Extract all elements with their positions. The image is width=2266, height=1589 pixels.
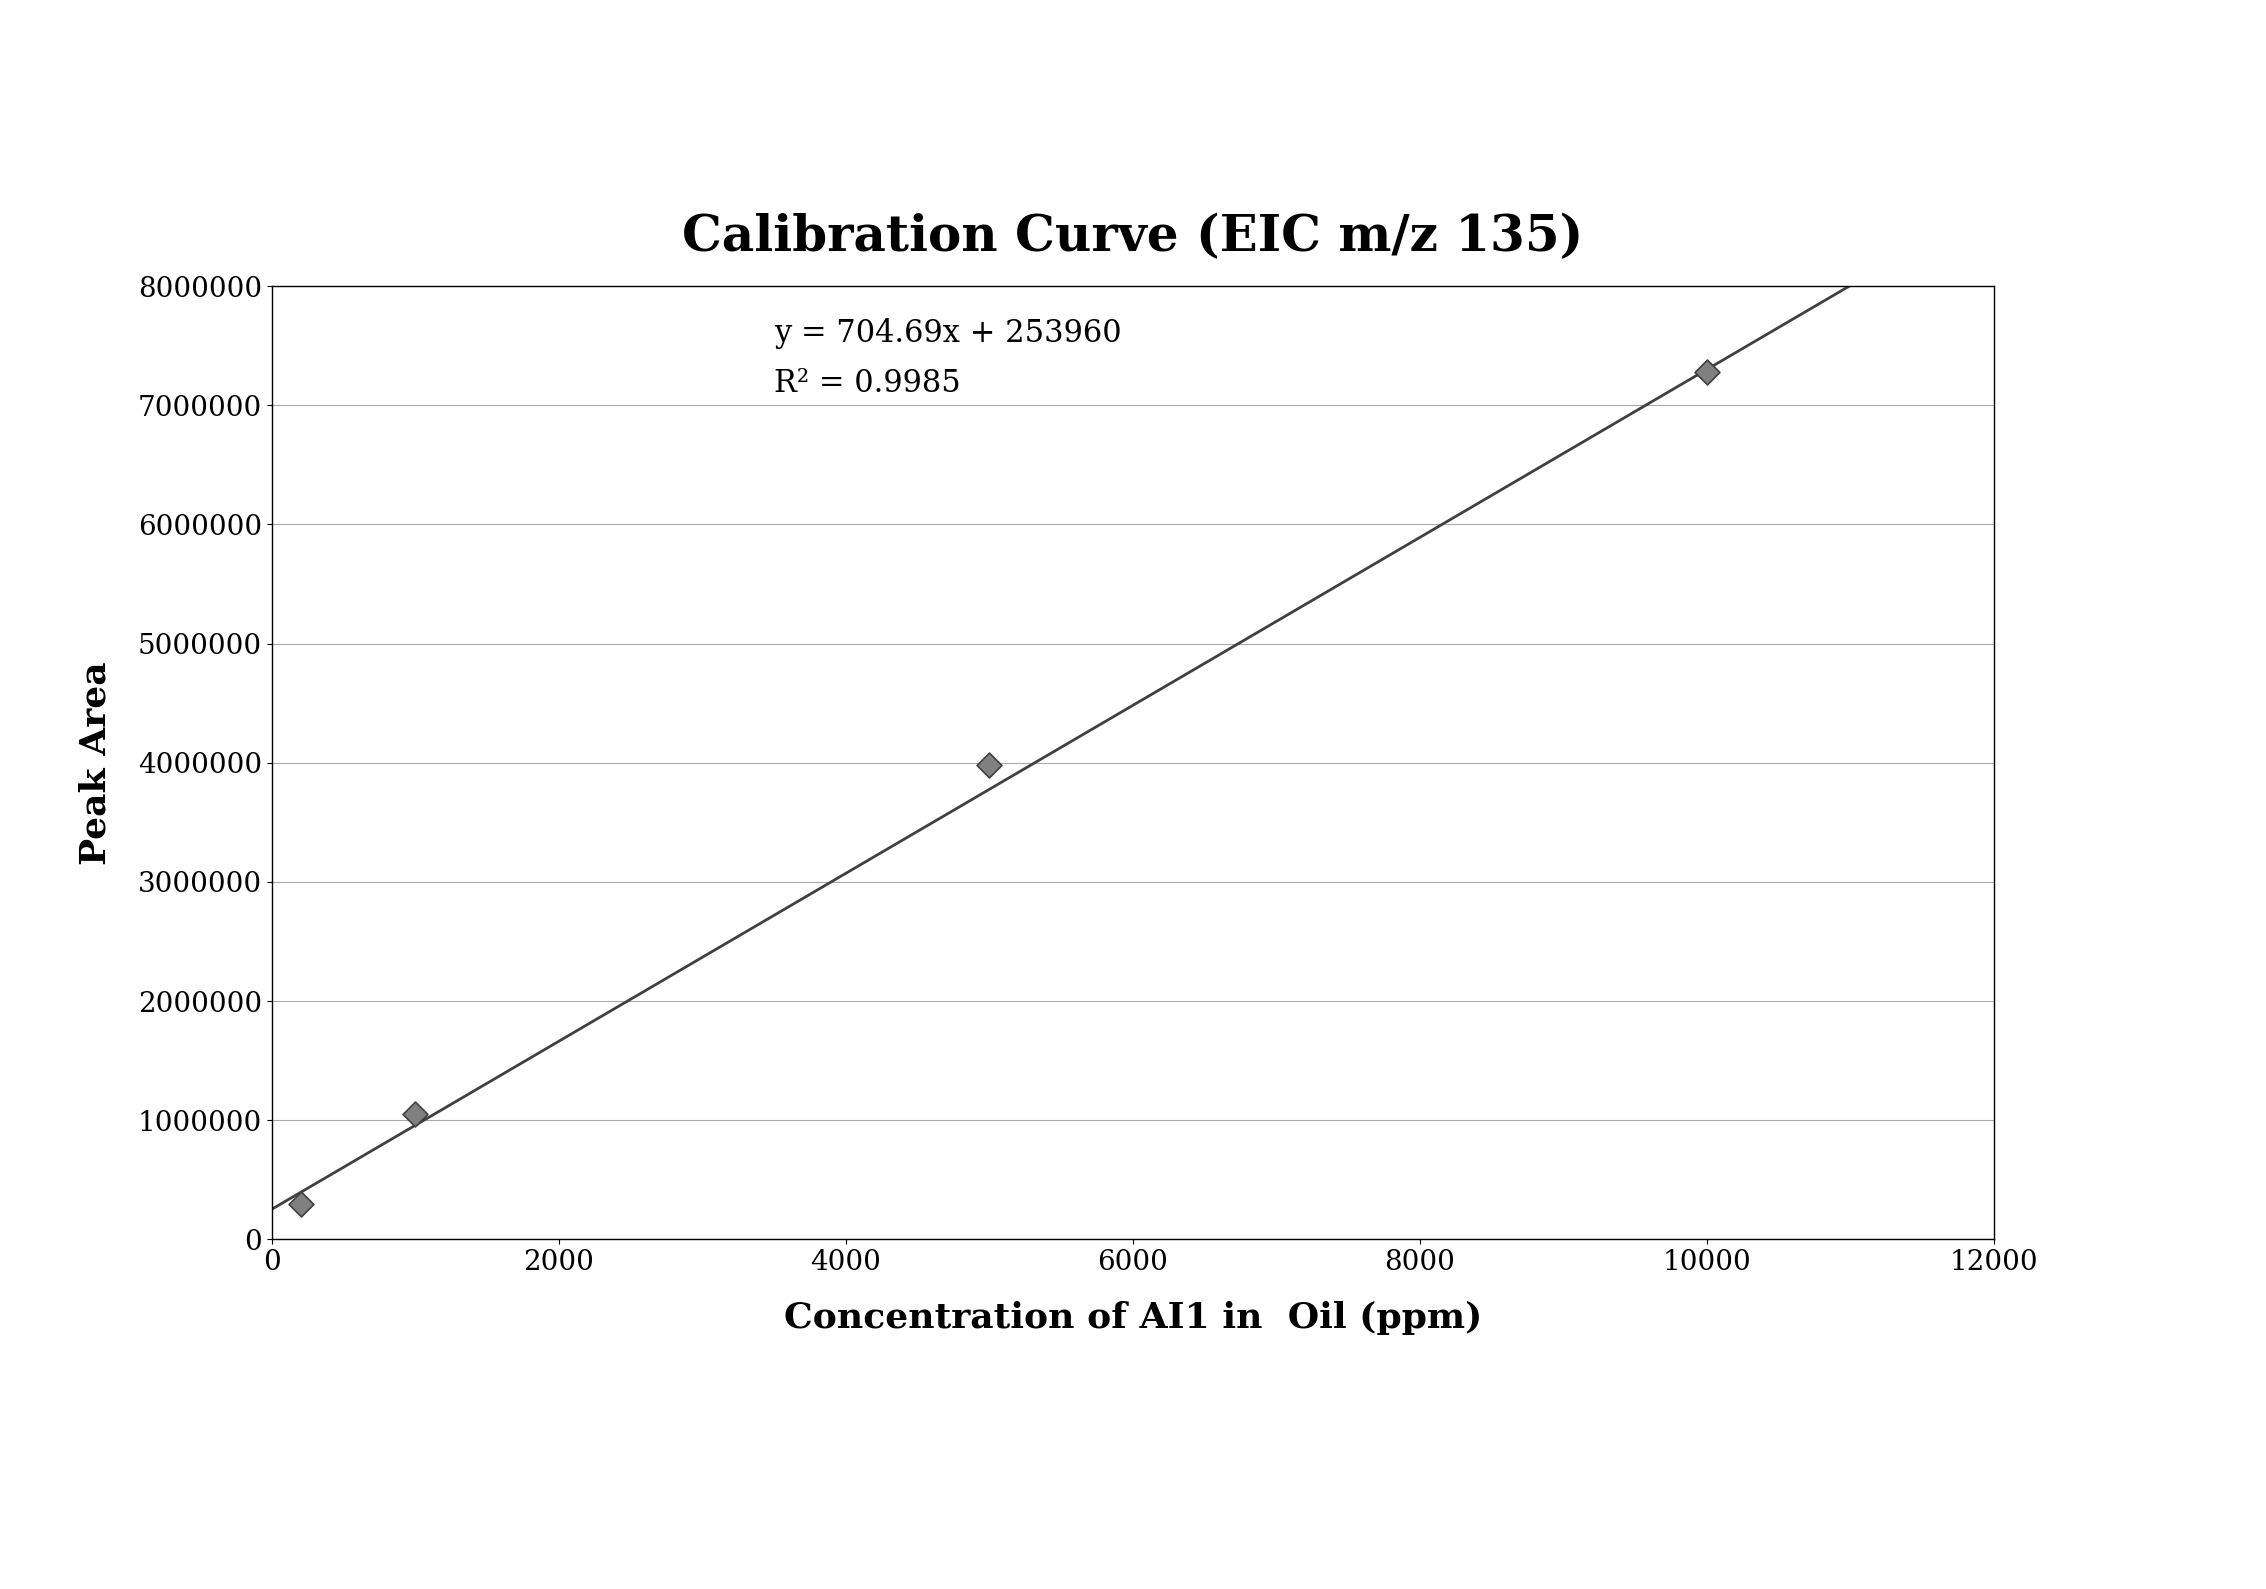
Point xyxy=(972,752,1008,777)
Text: y = 704.69x + 253960: y = 704.69x + 253960 xyxy=(775,318,1122,350)
Point xyxy=(1688,359,1724,385)
Text: R² = 0.9985: R² = 0.9985 xyxy=(775,369,961,399)
X-axis label: Concentration of AI1 in  Oil (ppm): Concentration of AI1 in Oil (ppm) xyxy=(784,1301,1482,1335)
Title: Calibration Curve (EIC m/z 135): Calibration Curve (EIC m/z 135) xyxy=(682,213,1584,262)
Point xyxy=(397,1101,433,1127)
Y-axis label: Peak Area: Peak Area xyxy=(79,661,113,864)
Point xyxy=(283,1192,320,1217)
